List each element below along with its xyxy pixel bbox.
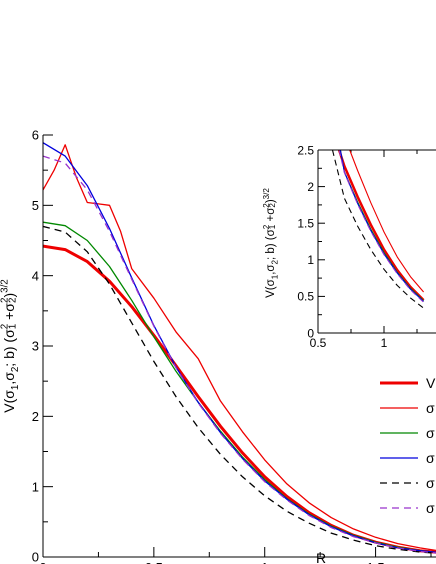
- main-plot: 00.511.50123456RV(σ1,σ2; b) (σ21 +σ22)3/…: [0, 128, 436, 564]
- y-tick-label: 4: [32, 268, 39, 283]
- y-tick-label: 2: [307, 180, 314, 194]
- legend-label-2: σ: [426, 400, 435, 416]
- series-line-3: [43, 221, 436, 553]
- legend-label-4: σ: [426, 450, 435, 466]
- inset-plot: 0.5 100.511.522.5V(σ1,σ2; b) (σ21 +σ22)3/…: [262, 143, 436, 350]
- series-line-2: [43, 144, 436, 552]
- y-tick-label: 1: [307, 253, 314, 267]
- x-tick-label: 0.5: [310, 336, 327, 350]
- x-axis-label: R: [316, 550, 326, 564]
- legend-label-1: V: [426, 375, 436, 391]
- legend-label-6: σ: [426, 500, 435, 516]
- inset-y-axis-label: V(σ1,σ2; b) (σ21 +σ22)3/2: [262, 188, 280, 298]
- x-tick-label: 1.5: [367, 560, 385, 564]
- y-tick-label: 0: [307, 326, 314, 340]
- series-line-5: [331, 149, 424, 309]
- y-tick-label: 5: [32, 198, 39, 213]
- x-tick-label: 1: [261, 560, 268, 564]
- y-tick-label: 0: [32, 550, 39, 564]
- series-line-6: [338, 149, 424, 303]
- y-tick-label: 2: [32, 409, 39, 424]
- x-tick-label: 0.5: [145, 560, 163, 564]
- y-tick-label: 1: [32, 479, 39, 494]
- legend-label-5: σ: [426, 475, 435, 491]
- series-line-2: [349, 149, 425, 293]
- y-tick-label: 3: [32, 339, 39, 354]
- x-tick-label: 0: [39, 560, 46, 564]
- series-line-1: [337, 149, 425, 301]
- series-line-6: [43, 155, 436, 554]
- legend-label-3: σ: [426, 425, 435, 441]
- y-axis-label: V(σ1,σ2; b) (σ21 +σ22)3/2: [0, 279, 21, 413]
- y-tick-label: 1.5: [297, 217, 314, 231]
- y-tick-label: 0.5: [297, 290, 314, 304]
- y-tick-label: 2.5: [297, 143, 314, 157]
- series-line-5: [43, 225, 436, 554]
- y-tick-label: 6: [32, 128, 39, 143]
- x-tick-label: 1: [381, 336, 388, 350]
